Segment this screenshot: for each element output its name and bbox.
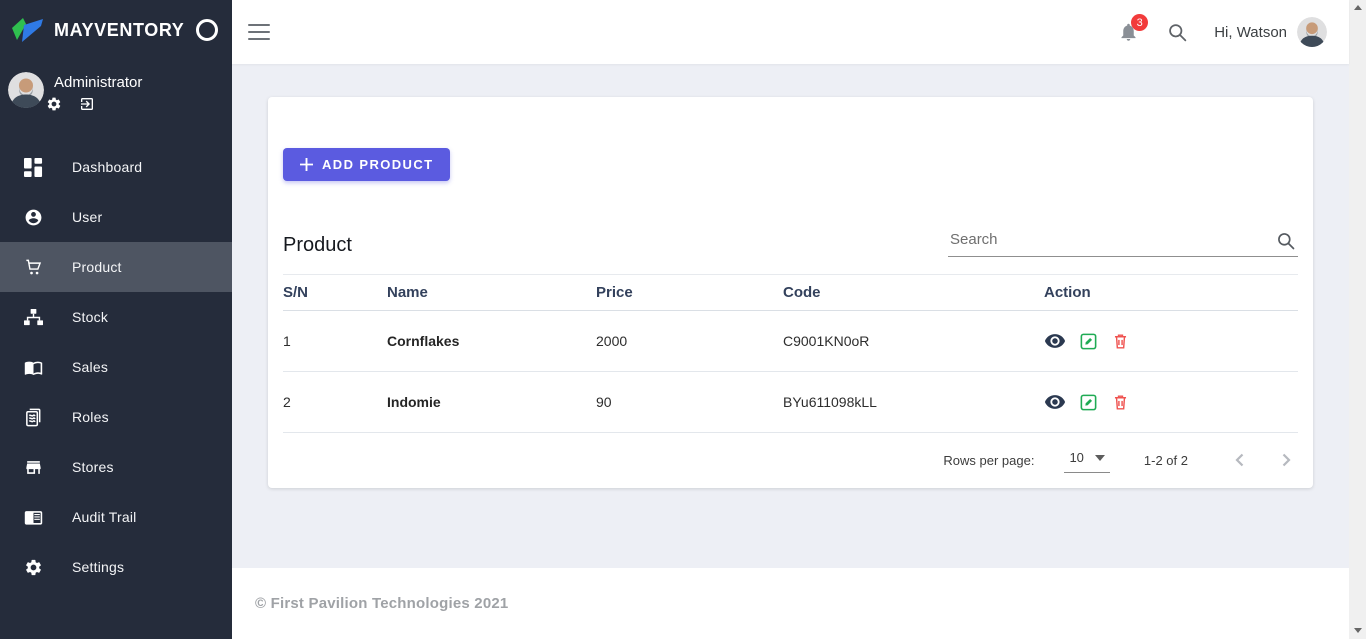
- delete-icon[interactable]: [1111, 332, 1130, 351]
- cart-icon: [24, 258, 43, 277]
- chevron-left-icon: [1235, 453, 1244, 467]
- search-input[interactable]: [950, 231, 1268, 248]
- menu-toggle-button[interactable]: [248, 24, 270, 40]
- brand-name: MAYVENTORY: [54, 19, 185, 40]
- chevron-down-icon: [1094, 454, 1105, 461]
- rows-per-page-label: Rows per page:: [943, 452, 1035, 468]
- column-header-code: Code: [783, 274, 1044, 311]
- table-row: 1 Cornflakes 2000 C9001KN0oR: [283, 310, 1298, 372]
- page-title: Product: [283, 234, 352, 256]
- add-product-label: ADD PRODUCT: [322, 157, 434, 172]
- view-icon[interactable]: [1044, 330, 1066, 352]
- sidebar: MAYVENTORY Administrator: [0, 0, 232, 639]
- cell-price: 2000: [596, 310, 783, 372]
- logout-icon[interactable]: [79, 96, 95, 112]
- column-header-sn: S/N: [283, 274, 387, 311]
- column-header-action: Action: [1044, 274, 1298, 311]
- copyright-text: © First Pavilion Technologies 2021: [255, 595, 509, 612]
- topbar-search-button[interactable]: [1167, 22, 1188, 43]
- profile-block: Administrator: [0, 60, 232, 118]
- sidebar-item-label: Stores: [72, 459, 114, 475]
- product-card: ADD PRODUCT Product S/N: [268, 97, 1313, 488]
- sidebar-item-label: Stock: [72, 309, 109, 325]
- previous-page-button[interactable]: [1228, 448, 1252, 472]
- table-row: 2 Indomie 90 BYu611098kLL: [283, 371, 1298, 433]
- table-toolbar: Product: [283, 229, 1298, 257]
- profile-role: Administrator: [54, 74, 143, 91]
- scroll-down-icon[interactable]: [1353, 628, 1362, 633]
- table-header-row: S/N Name Price Code Action: [283, 274, 1298, 311]
- pagination-bar: Rows per page: 10 1-2 of 2: [283, 433, 1298, 487]
- sidebar-item-label: User: [72, 209, 103, 225]
- cell-name: Cornflakes: [387, 310, 596, 372]
- sidebar-item-label: Dashboard: [72, 159, 143, 175]
- column-header-name: Name: [387, 274, 596, 311]
- next-page-button[interactable]: [1274, 448, 1298, 472]
- view-icon[interactable]: [1044, 391, 1066, 413]
- audit-trail-icon: [24, 508, 43, 527]
- sidebar-item-audit-trail[interactable]: Audit Trail: [0, 492, 232, 542]
- scroll-up-icon[interactable]: [1353, 5, 1362, 10]
- notifications-button[interactable]: 3: [1118, 14, 1149, 43]
- topbar: 3 Hi, Watson: [232, 0, 1349, 64]
- notification-badge: 3: [1131, 14, 1149, 31]
- brand-logo-icon: [12, 18, 43, 42]
- topbar-avatar[interactable]: [1297, 17, 1327, 47]
- sidebar-item-stock[interactable]: Stock: [0, 292, 232, 342]
- user-icon: [24, 208, 43, 227]
- edit-icon[interactable]: [1079, 332, 1098, 351]
- sidebar-item-user[interactable]: User: [0, 192, 232, 242]
- sidebar-item-roles[interactable]: Roles: [0, 392, 232, 442]
- plus-icon: [300, 158, 313, 171]
- sidebar-nav: Dashboard User Product Stock: [0, 142, 232, 592]
- stock-icon: [24, 308, 43, 327]
- cell-sn: 1: [283, 310, 387, 372]
- add-product-button[interactable]: ADD PRODUCT: [283, 148, 451, 181]
- sidebar-item-label: Audit Trail: [72, 509, 137, 525]
- cell-name: Indomie: [387, 371, 596, 433]
- avatar: [8, 72, 44, 108]
- cell-sn: 2: [283, 371, 387, 433]
- sales-icon: [24, 358, 43, 377]
- circle-toggle-icon[interactable]: [196, 19, 218, 41]
- sidebar-item-sales[interactable]: Sales: [0, 342, 232, 392]
- search-icon[interactable]: [1276, 231, 1296, 251]
- roles-icon: [24, 408, 43, 427]
- chevron-right-icon: [1282, 453, 1291, 467]
- user-greeting: Hi, Watson: [1214, 23, 1287, 41]
- sidebar-item-label: Sales: [72, 359, 109, 375]
- sidebar-item-label: Product: [72, 259, 122, 275]
- column-header-price: Price: [596, 274, 783, 311]
- product-table: S/N Name Price Code Action 1 Cornflakes …: [283, 274, 1298, 433]
- scrollbar[interactable]: [1349, 0, 1366, 639]
- table-search-field: [948, 229, 1298, 257]
- cell-code: C9001KN0oR: [783, 310, 1044, 372]
- search-icon: [1169, 23, 1187, 41]
- profile-settings-icon[interactable]: [46, 96, 62, 112]
- delete-icon[interactable]: [1111, 393, 1130, 412]
- sidebar-item-label: Roles: [72, 409, 109, 425]
- footer: © First Pavilion Technologies 2021: [232, 568, 1349, 639]
- sidebar-item-settings[interactable]: Settings: [0, 542, 232, 592]
- dashboard-icon: [24, 157, 43, 177]
- cell-price: 90: [596, 371, 783, 433]
- rows-per-page-value: 10: [1069, 450, 1084, 465]
- sidebar-item-stores[interactable]: Stores: [0, 442, 232, 492]
- edit-icon[interactable]: [1079, 393, 1098, 412]
- sidebar-item-dashboard[interactable]: Dashboard: [0, 142, 232, 192]
- main-area: ADD PRODUCT Product S/N: [232, 64, 1349, 568]
- stores-icon: [24, 458, 43, 477]
- sidebar-item-product[interactable]: Product: [0, 242, 232, 292]
- content-column: 3 Hi, Watson: [232, 0, 1349, 639]
- pagination-range: 1-2 of 2: [1143, 452, 1188, 468]
- settings-icon: [24, 558, 43, 577]
- rows-per-page-select[interactable]: 10: [1064, 447, 1110, 473]
- cell-code: BYu611098kLL: [783, 371, 1044, 433]
- sidebar-item-label: Settings: [72, 559, 125, 575]
- brand-row: MAYVENTORY: [0, 0, 232, 60]
